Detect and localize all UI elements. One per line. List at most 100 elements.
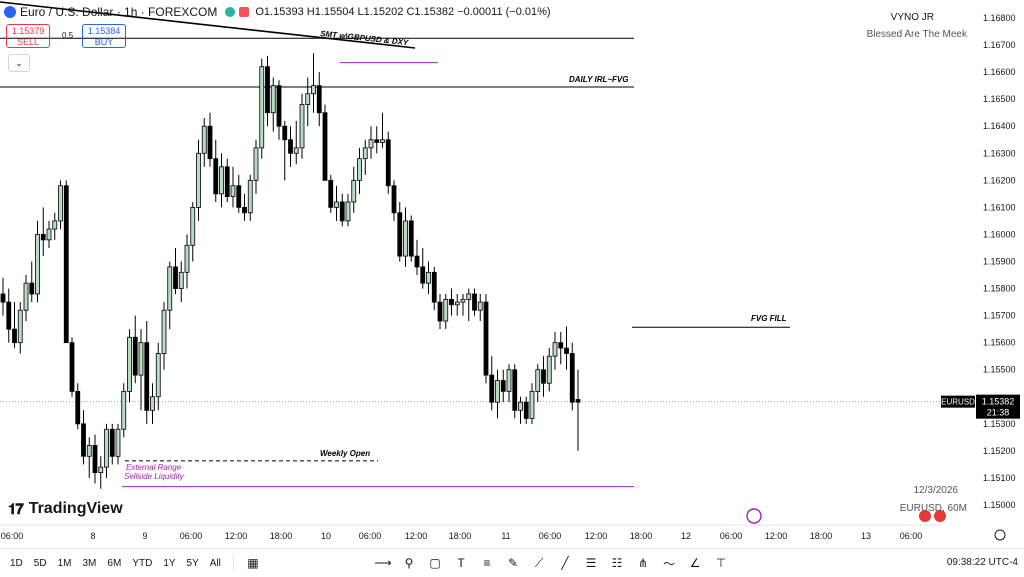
rectangle-tool-icon[interactable]: ▢ xyxy=(429,556,441,570)
buy-button[interactable]: 1.15384 BUY xyxy=(82,24,126,48)
price-tick-label: 1.15800 xyxy=(983,284,1016,294)
price-tick-label: 1.16500 xyxy=(983,94,1016,104)
candle-body xyxy=(500,380,506,392)
symbol-title[interactable]: Euro / U.S. Dollar · 1h · FOREXCOM xyxy=(20,5,218,19)
candle-body xyxy=(328,179,334,208)
candle-body xyxy=(224,166,230,197)
candle-body xyxy=(236,185,242,208)
candle-body xyxy=(12,328,17,344)
clock[interactable]: 09:38:22 UTC-4 xyxy=(946,557,1018,568)
angle-tool-icon[interactable]: ∠ xyxy=(689,556,701,570)
candle-body xyxy=(449,298,454,306)
us-flag-icon[interactable] xyxy=(919,510,931,522)
path-tool-icon[interactable]: 〜 xyxy=(662,556,675,571)
candle-body xyxy=(81,423,86,457)
candle-body xyxy=(575,399,581,403)
candle-body xyxy=(385,139,391,187)
timeframe-all[interactable]: All xyxy=(209,557,221,569)
timeframe-1d[interactable]: 1D xyxy=(10,557,23,569)
timeframe-1y[interactable]: 1Y xyxy=(163,557,176,569)
candle-body xyxy=(213,158,219,195)
buy-price: 1.15384 xyxy=(87,26,121,36)
market-status-icon xyxy=(225,7,236,17)
candle-body xyxy=(397,212,403,257)
price-axis[interactable] xyxy=(940,0,1024,548)
candle-body xyxy=(207,125,213,160)
cursor-line-icon[interactable]: ⟶ xyxy=(374,556,392,570)
us-flag-icon-2[interactable] xyxy=(934,510,946,522)
candle-body xyxy=(518,401,523,411)
timeframe-3m[interactable]: 3M xyxy=(82,557,97,569)
text-tool-icon[interactable]: T xyxy=(457,556,465,570)
candle-body xyxy=(190,206,196,246)
candle-body xyxy=(506,369,512,392)
spread-value: 0.5 xyxy=(62,31,74,40)
alert-icon[interactable] xyxy=(239,7,250,17)
candle-body xyxy=(437,301,443,322)
forex-flag-icon xyxy=(4,6,16,18)
sell-price: 1.15379 xyxy=(11,26,45,36)
parallel-lines-icon[interactable]: ☷ xyxy=(611,556,623,570)
time-tick-label: 13 xyxy=(861,531,871,541)
price-tick-label: 1.15000 xyxy=(983,500,1016,510)
time-tick-label: 06:00 xyxy=(539,531,562,541)
price-tick-label: 1.16700 xyxy=(983,40,1016,50)
candle-body xyxy=(477,301,483,311)
candle-body xyxy=(52,220,58,230)
timeframe-5d[interactable]: 5D xyxy=(33,557,47,569)
time-tick-label: 06:00 xyxy=(720,531,743,541)
candle-body xyxy=(426,271,431,284)
timeframe-6m[interactable]: 6M xyxy=(107,557,122,569)
candle-body xyxy=(512,369,518,411)
candle-body xyxy=(454,301,460,306)
candle-body xyxy=(75,390,81,425)
candle-body xyxy=(529,390,535,419)
price-tick-label: 1.16600 xyxy=(983,67,1016,77)
symbol-header[interactable]: Euro / U.S. Dollar · 1h · FOREXCOM O1.15… xyxy=(4,3,551,21)
chevron-down-icon[interactable]: ⌄ xyxy=(8,54,30,72)
time-tick-label: 06:00 xyxy=(900,531,923,541)
measure-tool-icon[interactable]: ⊤ xyxy=(715,556,727,570)
candle-body xyxy=(201,125,207,154)
price-tick-label: 1.16400 xyxy=(983,121,1016,131)
timeframe-1m[interactable]: 1M xyxy=(57,557,72,569)
candle-body xyxy=(380,139,385,143)
tradingview-logo[interactable]: 𝟏𝟕 TradingView xyxy=(8,500,123,518)
candle-body xyxy=(6,301,12,330)
watermark-date: 12/3/2026 xyxy=(913,485,959,496)
smt-trend-line[interactable] xyxy=(0,1,416,49)
candle-body xyxy=(184,244,190,273)
fvg-fill-label: FVG FILL xyxy=(751,314,787,323)
price-tick-label: 1.15200 xyxy=(983,446,1016,456)
node-tool-icon[interactable]: ⚲ xyxy=(404,556,414,570)
candle-body xyxy=(299,104,305,149)
brush-tool-icon[interactable]: ✎ xyxy=(507,556,519,570)
weekly-open-label: Weekly Open xyxy=(320,449,370,458)
candle-body xyxy=(23,282,29,311)
pitchfork-icon[interactable]: ⋔ xyxy=(637,556,649,570)
price-tick-label: 1.15300 xyxy=(983,419,1016,429)
drawing-tools: ⟶ ⚲ ▢ T ≡ ✎ ⟋ ╱ ☰ ☷ ⋔ 〜 ∠ ⊤ xyxy=(370,549,734,577)
horizontal-lines-icon[interactable]: ≡ xyxy=(483,556,491,570)
settings-gear-icon[interactable] xyxy=(994,529,1006,541)
candle-body xyxy=(265,66,270,114)
fib-tool-icon[interactable]: ☰ xyxy=(585,556,597,570)
candle-body xyxy=(408,220,414,257)
price-tick-label: 1.15900 xyxy=(983,257,1016,267)
candle-body xyxy=(339,201,345,222)
candle-body xyxy=(351,179,357,203)
trend-line-icon[interactable]: ⟋ xyxy=(534,555,544,570)
lightning-event-icon[interactable] xyxy=(746,508,762,524)
timeframe-5y[interactable]: 5Y xyxy=(186,557,199,569)
timeframe-ytd[interactable]: YTD xyxy=(132,557,153,569)
line-tool-icon[interactable]: ╱ xyxy=(561,556,569,570)
price-tick-label: 1.16800 xyxy=(983,13,1016,23)
candle-body xyxy=(150,396,155,411)
price-tick-label: 1.15700 xyxy=(983,311,1016,321)
candle-body xyxy=(374,139,380,143)
candle-body xyxy=(155,353,161,398)
sell-button[interactable]: 1.15379 SELL xyxy=(6,24,50,48)
date-range-icon[interactable]: ▦ xyxy=(247,556,259,570)
watermark-symbol: EURUSD, 60M xyxy=(899,503,967,514)
